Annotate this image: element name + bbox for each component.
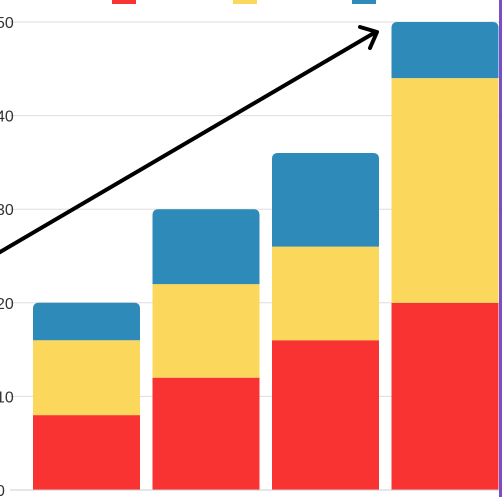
bar-stack	[391, 22, 499, 490]
y-tick-label: 10	[0, 389, 14, 406]
bar-segment	[272, 246, 379, 341]
bar-segment	[152, 284, 260, 378]
bar-stack	[152, 209, 260, 490]
bar-segment	[33, 302, 140, 341]
y-axis-ticks: 0 10 20 30 40 50	[0, 15, 14, 497]
legend-swatch	[233, 0, 257, 4]
panel-edge	[499, 0, 502, 497]
bar-segment	[272, 340, 379, 490]
y-tick-label: 20	[0, 296, 14, 313]
bar-segment	[391, 22, 499, 79]
trend-arrow	[0, 25, 379, 255]
legend-swatch	[112, 0, 136, 4]
y-tick-label: 30	[0, 202, 14, 219]
y-tick-label: 50	[0, 15, 14, 32]
bar-segment	[33, 340, 140, 416]
legend	[112, 0, 376, 4]
trend-arrow-shaft	[0, 31, 376, 255]
bar-segment	[152, 209, 260, 285]
bar-segment	[391, 78, 499, 303]
bar-stack	[272, 153, 379, 490]
bar-stack	[33, 302, 140, 490]
bar-segment	[152, 377, 260, 490]
bars	[33, 22, 499, 490]
legend-swatch	[352, 0, 376, 4]
trend-arrow-head-icon	[358, 25, 379, 50]
y-tick-label: 40	[0, 109, 14, 126]
y-tick-label: 0	[0, 483, 5, 497]
bar-segment	[272, 153, 379, 247]
bar-segment	[391, 302, 499, 490]
bar-segment	[33, 415, 140, 490]
